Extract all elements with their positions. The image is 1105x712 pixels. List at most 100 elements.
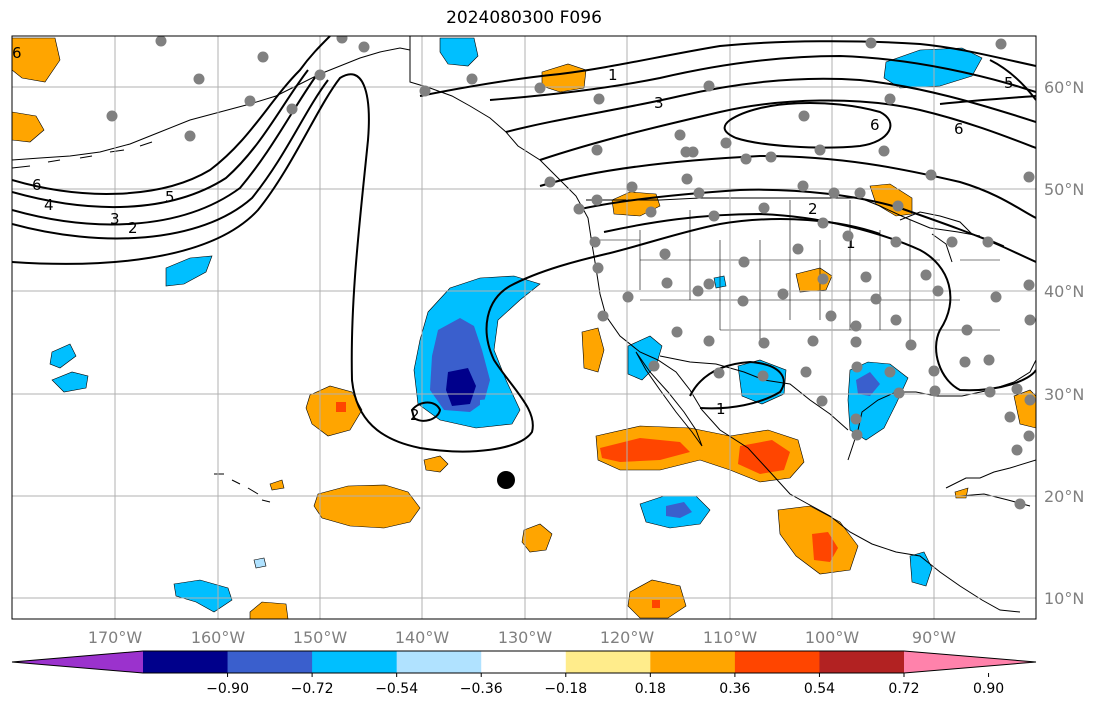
positive-anomaly-baja-west (581, 327, 605, 373)
colorbar-segment (565, 651, 651, 673)
map-frame (11, 35, 1037, 620)
lat-label: 50°N (1044, 180, 1084, 199)
contour-northern-5 (539, 154, 1036, 219)
colorbar-tick-label: −0.36 (460, 681, 503, 697)
lon-label: 150°W (293, 628, 348, 647)
colorbar-tick-label: 0.90 (973, 681, 1004, 697)
lon-label: 130°W (498, 628, 553, 647)
colorbar-extend-high (904, 651, 1036, 673)
colorbar-tick-label: −0.18 (544, 681, 587, 697)
positive-anomaly-nw-corner (12, 37, 61, 83)
contour-alaska-2 (12, 69, 309, 209)
negative-anomaly-pacific-west (165, 255, 213, 287)
colorbar-segment (396, 651, 482, 673)
colorbar-segment (481, 651, 567, 673)
contour-alaska-3 (12, 75, 317, 226)
contour-label-4: 4 (44, 196, 54, 214)
contour-northern-4 (539, 99, 1036, 161)
strong-positive-core-2 (738, 440, 790, 474)
baja-peninsula (635, 351, 703, 447)
contour-label-5: 5 (165, 188, 175, 206)
contour-label-2b: 2 (410, 406, 420, 424)
contour-label-3: 3 (110, 210, 120, 228)
negative-anomaly-eastern-pacific-core (666, 502, 692, 518)
strong-positive-core-5 (652, 600, 660, 608)
colorbar-outline (11, 650, 1037, 674)
negative-anomaly-core-2 (446, 368, 476, 406)
contour-label-nw: 6 (12, 44, 22, 62)
colorbar: −0.90 −0.72 −0.54 −0.36 −0.18 0.18 0.36 0.54 0.7… (11, 650, 1037, 697)
strong-positive-core-4 (336, 402, 346, 412)
lon-label: 110°W (703, 628, 758, 647)
contour-northern-1 (419, 40, 1036, 97)
colorbar-tick-label: 0.54 (804, 681, 835, 697)
contour-label-1c: 1 (716, 400, 726, 418)
colorbar-tick-label: −0.54 (375, 681, 418, 697)
positive-anomaly-south (627, 579, 687, 619)
contour-alaska-4 (12, 79, 329, 240)
contour-label-1: 1 (608, 66, 618, 84)
contour-ne-6 (939, 95, 1036, 105)
colorbar-segment (734, 651, 820, 673)
black-marker (497, 471, 515, 489)
positive-anomaly-small-1 (423, 455, 449, 473)
contour-plains-2 (575, 188, 1036, 263)
contour-label-3b: 3 (654, 94, 664, 112)
lon-label: 120°W (600, 628, 655, 647)
hawaiian-islands (214, 473, 271, 503)
us-canada-border (586, 197, 981, 237)
colorbar-tick-label: 0.72 (888, 681, 919, 697)
strong-positive-core-1 (600, 438, 690, 462)
aleutian-islands (12, 141, 153, 169)
contour-label-1b: 1 (846, 234, 856, 252)
contour-small-loop-2 (410, 401, 442, 422)
lat-label: 10°N (1044, 589, 1084, 608)
positive-anomaly-alaska-west (12, 111, 45, 143)
positive-anomaly-bottom-left (249, 601, 289, 619)
contour-alaska-5 (12, 73, 881, 453)
longitude-labels: 170°W 160°W 150°W 140°W 130°W 120°W 110°… (88, 628, 956, 647)
positive-anomaly-small-2 (521, 523, 553, 553)
lat-label: 40°N (1044, 282, 1084, 301)
colorbar-tick-label: 0.18 (635, 681, 666, 697)
chart-title: 2024080300 F096 (446, 8, 602, 28)
lat-label: 20°N (1044, 487, 1084, 506)
positive-anomaly-small-3 (269, 479, 285, 491)
negative-anomaly-gulf-alaska (439, 37, 479, 67)
negative-anomaly-bottom-core-cyan (480, 398, 508, 420)
colorbar-tick-label: −0.90 (206, 681, 249, 697)
lon-label: 160°W (191, 628, 246, 647)
contour-label-2c: 2 (808, 200, 818, 218)
contour-alaska-1 (12, 36, 331, 195)
contour-plains-1 (603, 212, 1036, 392)
negative-anomaly-central-america (909, 551, 933, 587)
contour-ne-5 (989, 59, 1036, 101)
lat-label: 60°N (1044, 78, 1084, 97)
colorbar-segment (227, 651, 313, 673)
lon-label: 140°W (395, 628, 450, 647)
map-area: 6 6 4 3 2 5 2 1 3 6 6 5 2 1 1 (12, 36, 1036, 619)
contour-lines (12, 36, 1036, 453)
lon-label: 100°W (805, 628, 860, 647)
negative-anomaly-texas-core (856, 372, 880, 396)
negative-anomaly-small-6 (51, 371, 89, 393)
latitude-labels: 60°N 50°N 40°N 30°N 20°N 10°N (1044, 78, 1084, 608)
contour-label-2: 2 (128, 219, 138, 237)
contour-label-6: 6 (32, 176, 42, 194)
contour-label-6c: 6 (954, 120, 964, 138)
colorbar-tick-label: 0.36 (719, 681, 750, 697)
colorbar-extend-low (12, 651, 143, 673)
colorbar-segment (650, 651, 736, 673)
contour-label-5b: 5 (1004, 74, 1014, 92)
contour-northern-3 (505, 77, 1036, 133)
colorbar-segment (312, 651, 398, 673)
state-lines (600, 200, 1000, 340)
contour-northern-2 (489, 54, 1036, 101)
lon-label: 170°W (88, 628, 143, 647)
contour-label-6b: 6 (870, 116, 880, 134)
lon-label: 90°W (912, 628, 956, 647)
colorbar-segment (143, 651, 229, 673)
negative-anomaly-small-5 (49, 343, 77, 369)
colorbar-segment (819, 651, 905, 673)
